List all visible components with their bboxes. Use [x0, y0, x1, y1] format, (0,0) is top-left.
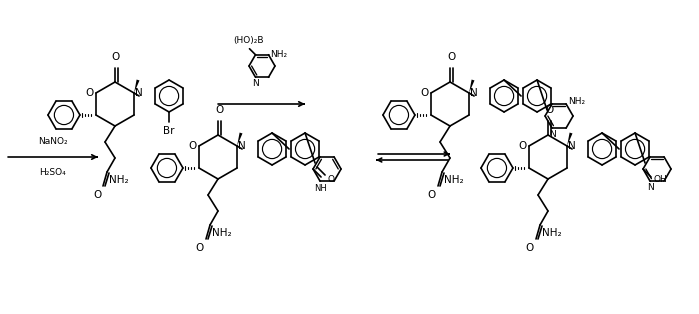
Text: NH₂: NH₂ — [109, 175, 129, 185]
Text: O: O — [327, 175, 334, 183]
Text: O: O — [93, 190, 101, 200]
Text: OH: OH — [653, 175, 667, 183]
Text: O: O — [196, 243, 204, 253]
Text: N: N — [647, 183, 654, 192]
Text: NH₂: NH₂ — [542, 228, 561, 238]
Text: NH₂: NH₂ — [271, 50, 287, 59]
Text: Br: Br — [164, 126, 175, 136]
Text: (HO)₂B: (HO)₂B — [233, 36, 264, 45]
Text: N: N — [568, 141, 576, 151]
Text: NH₂: NH₂ — [212, 228, 231, 238]
Polygon shape — [237, 133, 243, 146]
Polygon shape — [567, 133, 572, 146]
Text: O: O — [189, 141, 197, 151]
Text: NaNO₂: NaNO₂ — [38, 137, 68, 146]
Text: N: N — [549, 130, 556, 139]
Text: N: N — [135, 88, 143, 98]
Text: O: O — [428, 190, 436, 200]
Polygon shape — [134, 79, 140, 93]
Text: O: O — [545, 105, 553, 115]
Text: N: N — [470, 88, 478, 98]
Polygon shape — [469, 79, 475, 93]
Text: H₂SO₄: H₂SO₄ — [40, 168, 66, 177]
Text: O: O — [215, 105, 223, 115]
Text: O: O — [112, 52, 120, 62]
Text: NH₂: NH₂ — [568, 97, 585, 106]
Text: O: O — [526, 243, 534, 253]
Text: O: O — [86, 88, 94, 98]
Text: NH: NH — [314, 184, 326, 193]
Text: O: O — [447, 52, 455, 62]
Text: O: O — [421, 88, 429, 98]
Text: N: N — [252, 79, 259, 88]
Text: N: N — [238, 141, 246, 151]
Text: O: O — [519, 141, 527, 151]
Text: NH₂: NH₂ — [444, 175, 463, 185]
